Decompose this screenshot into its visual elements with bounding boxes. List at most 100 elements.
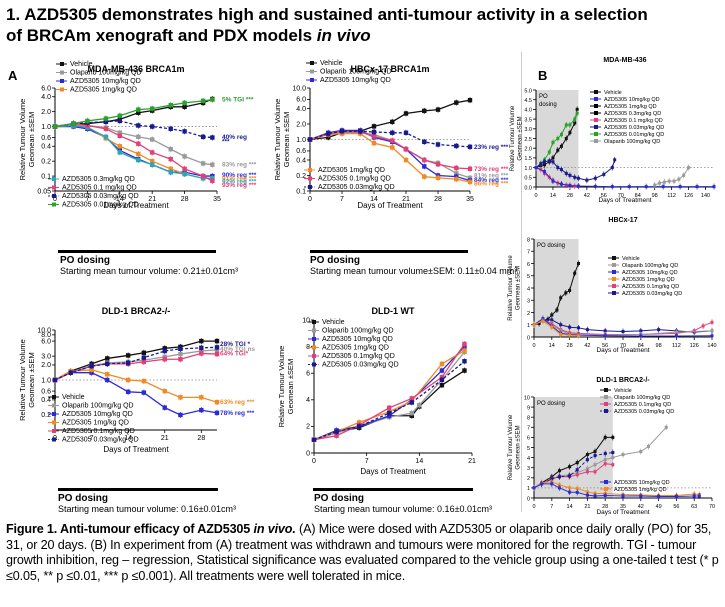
data-point xyxy=(462,341,467,347)
x-tick-label: 7 xyxy=(90,435,94,442)
data-point xyxy=(200,161,206,166)
x-tick-label: 0 xyxy=(308,196,312,203)
y-tick-label: 1.5 xyxy=(524,156,532,162)
legend-marker xyxy=(52,403,56,408)
data-point xyxy=(454,171,459,176)
legend-item: AZD5305 0.03mg/kg QD xyxy=(622,291,682,297)
data-point xyxy=(556,137,560,140)
legend-marker xyxy=(594,132,598,136)
data-point xyxy=(403,146,409,152)
data-point xyxy=(199,407,204,413)
data-point xyxy=(564,123,568,127)
data-point xyxy=(575,473,579,477)
data-point xyxy=(593,494,597,498)
data-point xyxy=(575,490,579,494)
dosing-text: Starting mean tumour volume±SEM: 0.11±0.… xyxy=(310,266,518,276)
legend-marker xyxy=(52,395,56,399)
series-line-azd5305-0-1mg-kg-qd xyxy=(309,130,471,170)
data-point xyxy=(541,319,545,323)
x-axis-label: Days of Treatment xyxy=(596,347,649,354)
y-tick-label: 6 xyxy=(527,262,530,268)
legend-item: Vehicle xyxy=(62,394,85,401)
legend-marker xyxy=(312,328,316,333)
data-point xyxy=(593,176,597,180)
data-point xyxy=(678,185,682,189)
x-tick-label: 70 xyxy=(709,504,715,510)
caption-bold-italic: in vivo. xyxy=(253,522,296,536)
y-tick-label: 6.0 xyxy=(41,85,51,92)
x-tick-label: 7 xyxy=(550,504,553,510)
x-axis-label: Days of Treatment xyxy=(598,197,651,204)
x-axis-label: Days of Treatment xyxy=(103,445,169,454)
data-point xyxy=(593,450,597,454)
x-tick-label: 70 xyxy=(618,193,624,199)
y-tick-label: 3 xyxy=(527,299,530,305)
legend-item: AZD5305 10mg/kg QD xyxy=(70,78,141,85)
legend-item: AZD5305 0.01mg/kg QD xyxy=(62,202,139,209)
data-point xyxy=(585,493,589,497)
data-point xyxy=(551,179,555,183)
series-line-vehicle xyxy=(54,340,217,381)
data-point xyxy=(178,357,183,362)
y-tick-label: 0.6 xyxy=(296,148,306,155)
legend-item: Olaparib 100mg/kg QD xyxy=(322,328,394,335)
legend-marker xyxy=(604,480,608,484)
data-point xyxy=(105,377,110,383)
legend-item: AZD5305 0.1mg/kg QD xyxy=(318,176,391,183)
data-point xyxy=(576,176,580,180)
data-point xyxy=(568,490,572,494)
data-point xyxy=(162,388,167,394)
x-tick-label: 84 xyxy=(635,193,641,199)
legend-item: AZD5305 0.1mg/kg QD xyxy=(62,428,135,435)
x-tick-label: 112 xyxy=(672,343,681,349)
data-point xyxy=(701,324,705,328)
legend-item: AZD5305 0.03mg/kg QD xyxy=(604,125,664,131)
x-tick-label: 56 xyxy=(673,504,679,510)
y-tick-label: 9 xyxy=(527,405,530,411)
data-point xyxy=(182,166,187,172)
data-point xyxy=(551,160,555,164)
x-tick-label: 98 xyxy=(652,193,658,199)
dosing-text: Starting mean tumour volume: 0.16±0.01cm… xyxy=(314,504,493,514)
legend-item: AZD5305 0.03mg/kg QD xyxy=(614,409,674,415)
legend-marker xyxy=(594,139,598,143)
legend-marker xyxy=(604,388,608,392)
data-point xyxy=(168,156,173,162)
data-point xyxy=(575,461,579,465)
data-point xyxy=(117,133,122,139)
data-point xyxy=(585,453,589,457)
data-point xyxy=(627,185,631,189)
legend-marker xyxy=(52,185,56,190)
legend-item: Olaparib 100mg/kg QD xyxy=(614,395,670,401)
legend-marker xyxy=(52,437,56,442)
dosing-label: PO dosing xyxy=(60,255,110,266)
annotation-90-reg: 90% reg *** xyxy=(222,172,257,179)
data-point xyxy=(559,296,563,300)
y-tick-label: 0 xyxy=(527,496,530,502)
y-tick-label: 2.0 xyxy=(524,147,532,153)
dosing-label: PO dosing xyxy=(310,255,360,266)
title-italic: in vivo xyxy=(316,26,371,45)
data-point xyxy=(532,486,536,490)
y-tick-label: 6 xyxy=(306,371,310,378)
data-point xyxy=(695,185,699,189)
data-point xyxy=(559,182,563,186)
x-tick-label: 28 xyxy=(602,504,608,510)
y-tick-label: 0.2 xyxy=(41,412,51,419)
y-tick-label: 7 xyxy=(527,250,530,256)
data-point xyxy=(462,359,467,364)
chart-title: HBCx-17 xyxy=(608,217,637,224)
data-point xyxy=(575,107,579,111)
y-tick-label: 8.0 xyxy=(41,332,51,339)
y-tick-label: 8 xyxy=(527,237,530,243)
x-axis-label: Days of Treatment xyxy=(360,467,426,476)
data-point xyxy=(210,97,215,102)
annotation-40-tgi-ns: 40% TGI ns xyxy=(220,346,255,353)
data-point xyxy=(200,98,206,104)
legend-item: AZD5305 0.03mg/kg QD xyxy=(318,184,395,191)
data-point xyxy=(556,148,560,152)
data-point xyxy=(439,382,445,388)
data-point xyxy=(462,368,467,373)
data-point xyxy=(697,494,701,498)
